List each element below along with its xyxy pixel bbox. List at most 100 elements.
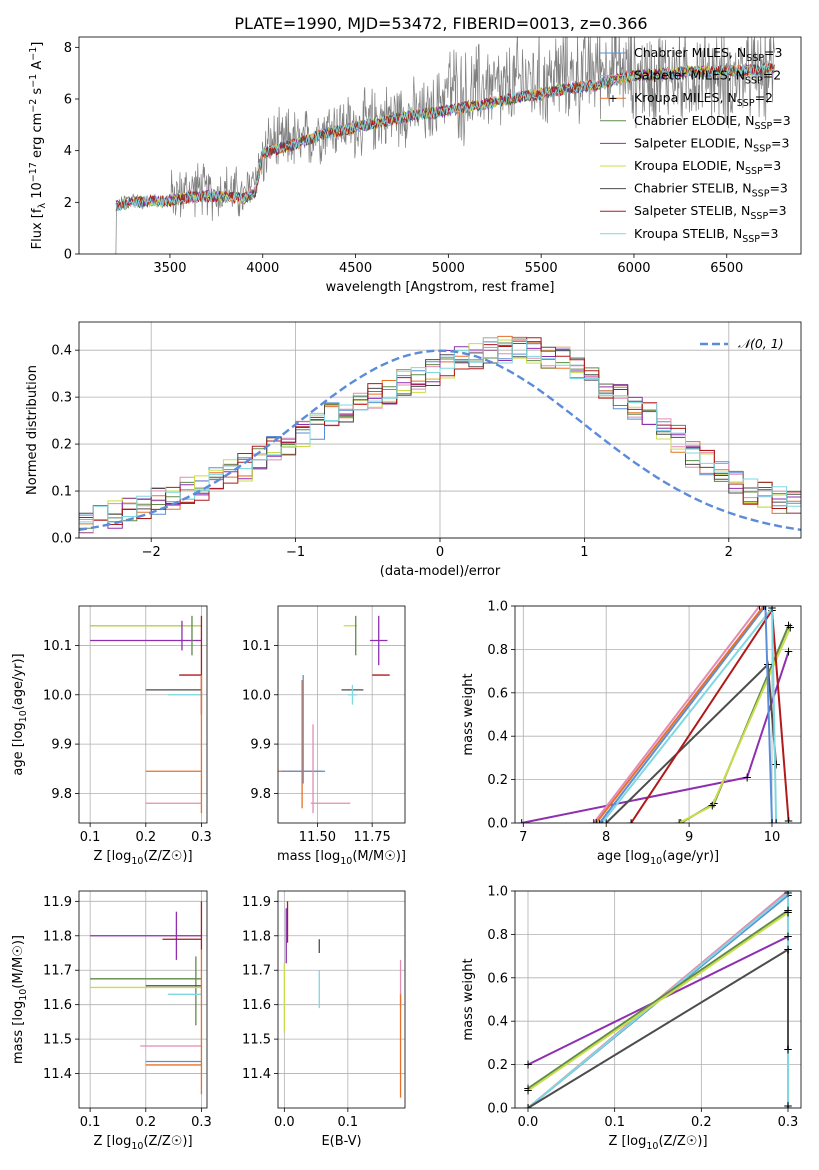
y-tick-label: 10.1	[242, 639, 271, 654]
x-tick-label: 0.2	[135, 1115, 156, 1130]
x-tick-label: 11.75	[354, 830, 391, 845]
legend-label: Kroupa ELODIE, NSSP=3	[634, 158, 781, 177]
x-tick-label: 10	[764, 830, 781, 845]
x-tick-label: 0.0	[274, 1115, 295, 1130]
weight-marker: +	[601, 816, 611, 830]
weight-line	[630, 607, 790, 823]
grid	[79, 891, 207, 1108]
y-tick-label: 0.2	[487, 773, 508, 788]
x-tick-label: 1	[580, 545, 588, 560]
y-tick-label: 11.4	[43, 1067, 72, 1082]
legend-label: Kroupa STELIB, NSSP=3	[634, 226, 778, 245]
weight-series: ++	[523, 906, 793, 1098]
weight-marker: +	[755, 599, 765, 613]
y-tick-label: 11.5	[242, 1033, 271, 1048]
y-tick-label: 11.9	[242, 895, 271, 910]
y-tick-label: 0.8	[487, 928, 508, 943]
y-axis-label: Normed distribution	[25, 365, 40, 495]
grid	[278, 606, 405, 823]
x-axis-label: Z [log10(Z/Z☉)]	[93, 849, 192, 867]
observed-spectrum	[114, 37, 775, 254]
y-axis-label: mass weight	[461, 673, 476, 755]
weight-marker: +	[523, 1058, 533, 1072]
weight-marker: +	[523, 1101, 533, 1115]
age-vs-mass-panel: 11.50 11.75 9.8 9.9 10.0 10.1 mass [log10(M/M☉…	[242, 605, 406, 867]
x-tick-label: 0.2	[135, 830, 156, 845]
y-tick-label: 6	[64, 93, 72, 108]
weight-marker: +	[784, 619, 794, 633]
weight-line	[678, 627, 792, 823]
weight-marker: +	[626, 816, 636, 830]
x-axis-label: wavelength [Angstrom, rest frame]	[326, 280, 555, 295]
x-tick-label: 0.3	[191, 1115, 212, 1130]
y-tick-label: 2	[64, 196, 72, 211]
weight-vs-age-panel: +++++++++++++++++++++++++7 8 9 100.00.20.40…	[461, 599, 802, 867]
weight-marker: +	[771, 816, 781, 830]
x-axis-label: age [log10(age/yr)]	[597, 849, 719, 867]
weight-series: ++	[589, 599, 765, 830]
weight-marker: +	[783, 943, 793, 957]
axes: 0.1 0.2 0.3 9.8 9.9 10.0 10.1 Z [log10(Z/Z☉)] ag…	[11, 605, 212, 867]
x-tick-label: 0.0	[518, 1115, 539, 1130]
grid	[79, 606, 207, 823]
weight-marker: +	[783, 906, 793, 920]
legend-label: Kroupa MILES, NSSP=2	[634, 90, 773, 109]
plot-area: +++++++++++++++++++++++++	[517, 599, 795, 830]
y-tick-label: 10.0	[43, 688, 72, 703]
axes: 3500 4000 4500 5000 5500 6000 6500 0 2 4 6 8 wavelen…	[28, 36, 802, 295]
y-tick-label: 11.6	[242, 998, 271, 1013]
x-tick-label: 0.1	[80, 1115, 101, 1130]
y-tick-label: 0.0	[487, 817, 508, 832]
weight-marker: +	[674, 816, 684, 830]
y-tick-label: 0.6	[487, 971, 508, 986]
x-tick-label: 4000	[246, 261, 279, 276]
plot-area	[90, 901, 203, 1095]
x-tick-label: 0	[436, 545, 444, 560]
age-vs-Z-panel: 0.1 0.2 0.3 9.8 9.9 10.0 10.1 Z [log10(Z/Z☉)] ag…	[11, 605, 212, 867]
weight-marker: +	[783, 1099, 793, 1113]
spectrum-panel: 3500 4000 4500 5000 5500 6000 6500 0 2 4 6 8 wavelen…	[28, 36, 802, 295]
gaussian-curve	[79, 349, 801, 531]
weight-marker: +	[523, 1084, 533, 1098]
weight-series: +++	[517, 645, 794, 823]
weight-line	[601, 606, 778, 823]
y-tick-label: 0.8	[487, 643, 508, 658]
axes: 0.1 0.2 0.3 11.4 11.5 11.6 11.7 11.8 11.9 Z [log1…	[11, 890, 212, 1152]
histogram-salpeter-stelib	[79, 337, 801, 538]
axes: 0.0 0.1 0.2 0.3 0.0 0.2 0.4 0.6 0.8 1.0 Z [log10(Z…	[461, 885, 802, 1152]
y-tick-label: 9.8	[51, 787, 72, 802]
x-tick-label: 7	[519, 830, 527, 845]
axes-frame	[514, 890, 802, 1109]
y-tick-label: 0.1	[51, 485, 72, 500]
axes: 11.50 11.75 9.8 9.9 10.0 10.1 mass [log10(M/M☉…	[242, 605, 406, 867]
x-tick-label: 2	[725, 545, 733, 560]
x-axis-label: mass [log10(M/M☉)]	[277, 849, 406, 867]
residual-legend: 𝒩(0, 1)	[700, 336, 784, 351]
legend-label: Salpeter MILES, NSSP=2	[634, 68, 781, 87]
weight-marker: +	[676, 816, 686, 830]
y-tick-label: 0.3	[51, 391, 72, 406]
legend-marker: +	[608, 92, 617, 105]
y-axis-label: age [log10(age/yr)]	[11, 653, 29, 775]
legend-label: Chabrier MILES, NSSP=3	[634, 45, 782, 64]
weight-marker: +	[589, 816, 599, 830]
axes: 7 8 9 10 0.0 0.2 0.4 0.6 0.8 1.0 age [log10(age/yr…	[461, 600, 802, 867]
y-tick-label: 9.9	[250, 738, 271, 753]
x-axis-label: (data-model)/error	[380, 564, 501, 579]
weight-marker: +	[523, 1101, 533, 1115]
x-axis-label: Z [log10(Z/Z☉)]	[93, 1134, 192, 1152]
x-axis-label: E(B-V)	[321, 1134, 361, 1149]
axes-frame	[514, 605, 802, 824]
x-tick-label: 3500	[153, 261, 186, 276]
y-tick-label: 0	[64, 248, 72, 263]
plot-area	[278, 615, 390, 814]
weight-marker: +	[767, 601, 777, 615]
axes-frame	[277, 605, 406, 824]
grid	[278, 891, 405, 1108]
weight-marker: +	[783, 1042, 793, 1056]
y-tick-label: 11.8	[242, 929, 271, 944]
y-tick-label: 0.4	[487, 730, 508, 745]
weight-line	[595, 606, 765, 823]
y-tick-label: 9.9	[51, 738, 72, 753]
y-tick-label: 10.0	[242, 688, 271, 703]
